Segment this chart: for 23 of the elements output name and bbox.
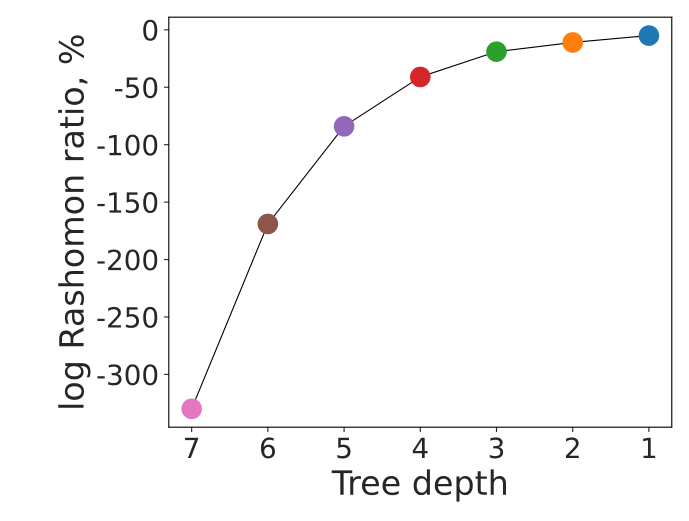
point <box>258 214 278 234</box>
y-tick-label: -150 <box>97 192 158 214</box>
x-tick-label: 3 <box>490 437 504 458</box>
x-tick-label: 7 <box>185 438 198 458</box>
x-tick-label: 6 <box>260 437 275 458</box>
point <box>486 41 507 62</box>
y-tick-label: -100 <box>97 134 158 156</box>
x-tick-label: 1 <box>643 438 656 458</box>
x-tick-label: 4 <box>412 438 428 458</box>
x-axis-title: Tree depth <box>332 469 506 502</box>
y-tick-label: -250 <box>97 306 158 328</box>
y-tick-label: -300 <box>97 364 158 386</box>
y-tick-label: -200 <box>97 249 158 270</box>
point <box>181 398 202 420</box>
x-tick-label: 5 <box>337 438 350 458</box>
point <box>334 116 354 137</box>
point <box>638 25 660 46</box>
y-axis-title: log Rashomon ratio, % <box>58 35 90 408</box>
point <box>410 66 431 88</box>
y-tick-label: 0 <box>143 20 158 41</box>
x-tick-label: 2 <box>566 437 579 458</box>
point <box>562 32 584 53</box>
y-tick-label: -50 <box>115 77 158 98</box>
